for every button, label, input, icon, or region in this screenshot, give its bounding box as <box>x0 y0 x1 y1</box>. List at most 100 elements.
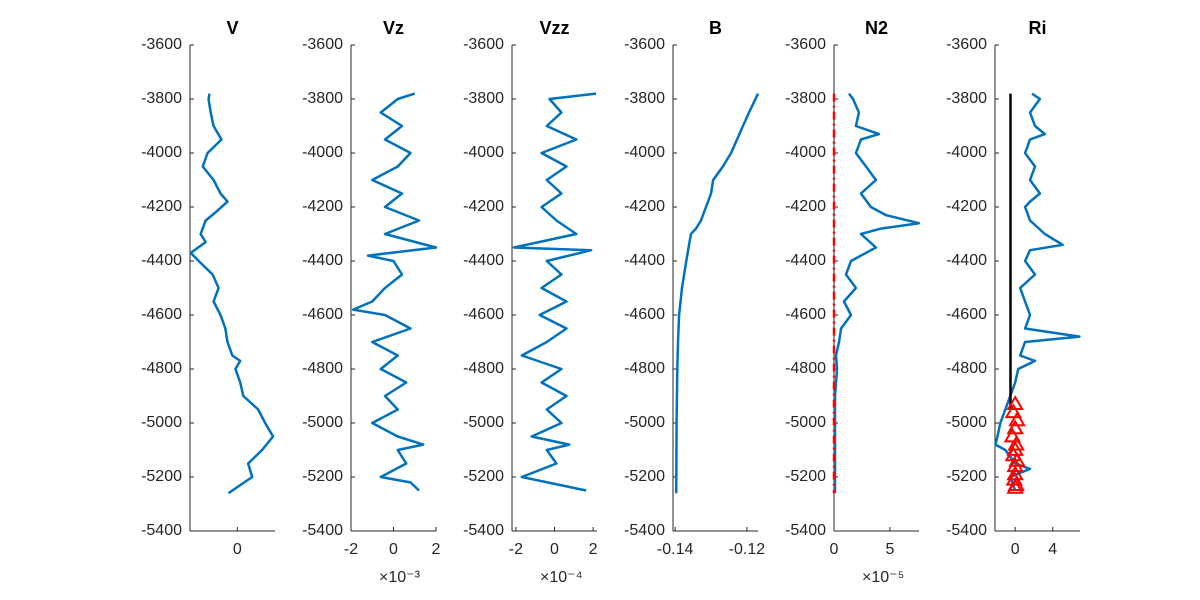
y-tick-label: -3800 <box>302 90 343 107</box>
y-tick-label: -4600 <box>946 306 987 323</box>
y-tick-label: -3600 <box>785 36 826 53</box>
y-tick-label: -5200 <box>463 468 504 485</box>
y-tick-label: -4200 <box>463 198 504 215</box>
y-tick-label: -4200 <box>302 198 343 215</box>
y-tick-label: -5200 <box>624 468 665 485</box>
y-tick-label: -4000 <box>624 144 665 161</box>
x-tick-label: 0 <box>389 541 398 558</box>
y-tick-label: -3600 <box>141 36 182 53</box>
data-marker <box>1005 470 1024 486</box>
y-tick-label: -4000 <box>463 144 504 161</box>
subplot-title: V <box>226 18 238 38</box>
x-exponent: ×10⁻³ <box>379 569 421 586</box>
y-tick-label: -3800 <box>624 90 665 107</box>
y-tick-label: -4800 <box>624 360 665 377</box>
data-line <box>674 93 760 494</box>
y-tick-label: -3600 <box>302 36 343 53</box>
x-tick-label: 2 <box>589 541 598 558</box>
data-marker <box>1006 441 1024 456</box>
y-tick-label: -5000 <box>624 414 665 431</box>
y-tick-label: -5400 <box>785 522 826 539</box>
subplot-title: N2 <box>865 18 888 38</box>
data-line <box>833 92 921 494</box>
data-marker <box>1003 427 1022 443</box>
x-tick-label: -2 <box>509 541 523 558</box>
data-marker <box>1006 478 1024 494</box>
y-tick-label: -4800 <box>463 360 504 377</box>
y-tick-label: -4800 <box>785 360 826 377</box>
y-tick-label: -5400 <box>624 522 665 539</box>
y-tick-label: -5400 <box>946 522 987 539</box>
y-tick-label: -5400 <box>302 522 343 539</box>
subplot-title: B <box>709 18 722 38</box>
x-tick-label: -0.14 <box>657 541 694 558</box>
y-tick-label: -4400 <box>463 252 504 269</box>
y-tick-label: -4200 <box>946 198 987 215</box>
x-tick-label: -2 <box>344 541 358 558</box>
y-tick-label: -5000 <box>141 414 182 431</box>
data-marker <box>1008 451 1026 467</box>
y-tick-label: -4600 <box>302 306 343 323</box>
y-tick-label: -3800 <box>463 90 504 107</box>
y-tick-label: -4000 <box>785 144 826 161</box>
subplot: Vzz -3600 -3800 -4000 -4200 -4400 -4600 -4800 -5… <box>463 18 598 586</box>
subplot-title: Ri <box>1029 18 1047 38</box>
subplot: N2 -3600 -3800 -4000 -4200 -4400 -4600 -4800 -50… <box>785 18 921 586</box>
subplot-title: Vz <box>383 18 404 38</box>
x-tick-label: 0 <box>233 541 242 558</box>
x-tick-label: 5 <box>885 541 894 558</box>
y-tick-label: -4800 <box>302 360 343 377</box>
subplot-title: Vzz <box>539 18 569 38</box>
y-tick-label: -4200 <box>785 198 826 215</box>
y-tick-label: -4000 <box>302 144 343 161</box>
data-line <box>189 93 275 495</box>
subplot: Vz -3600 -3800 -4000 -4200 -4400 -4600 -4800 -50… <box>302 18 440 586</box>
y-tick-label: -4800 <box>141 360 182 377</box>
x-tick-label: 4 <box>1048 541 1057 558</box>
data-marker <box>1006 457 1024 473</box>
y-tick-label: -5200 <box>302 468 343 485</box>
y-tick-label: -3600 <box>624 36 665 53</box>
y-tick-label: -3800 <box>946 90 987 107</box>
data-marker <box>1007 435 1025 451</box>
y-tick-label: -4200 <box>141 198 182 215</box>
x-exponent: ×10⁻⁵ <box>862 569 904 586</box>
subplot: Ri -3600 -3800 -4000 -4200 -4400 -4600 -4800 -50… <box>946 18 1081 558</box>
y-tick-label: -5000 <box>785 414 826 431</box>
y-tick-label: -4600 <box>141 306 182 323</box>
data-marker <box>1004 403 1023 419</box>
x-tick-label: 0 <box>830 541 839 558</box>
y-tick-label: -3800 <box>141 90 182 107</box>
y-tick-label: -4000 <box>141 144 182 161</box>
y-tick-label: -4600 <box>785 306 826 323</box>
x-tick-label: 2 <box>432 541 441 558</box>
y-tick-label: -4400 <box>785 252 826 269</box>
y-tick-label: -4400 <box>946 252 987 269</box>
y-tick-label: -5200 <box>785 468 826 485</box>
y-tick-label: -4400 <box>141 252 182 269</box>
y-tick-label: -4400 <box>302 252 343 269</box>
x-tick-label: 0 <box>550 541 559 558</box>
y-tick-label: -4000 <box>946 144 987 161</box>
x-tick-label: 0 <box>1011 541 1020 558</box>
y-tick-label: -4400 <box>624 252 665 269</box>
y-tick-label: -4200 <box>624 198 665 215</box>
data-line <box>512 92 597 492</box>
y-tick-label: -4800 <box>946 360 987 377</box>
x-tick-label: -0.12 <box>729 541 766 558</box>
data-line <box>351 92 438 492</box>
y-tick-label: -3600 <box>463 36 504 53</box>
y-tick-label: -5400 <box>463 522 504 539</box>
y-tick-label: -5200 <box>946 468 987 485</box>
y-tick-label: -5000 <box>463 414 504 431</box>
subplot: B -3600 -3800 -4000 -4200 -4400 -4600 -4800 -500… <box>624 18 765 558</box>
y-tick-label: -5400 <box>141 522 182 539</box>
y-tick-label: -5000 <box>302 414 343 431</box>
subplot: V -3600 -3800 -4000 -4200 -4400 -4600 -4800 -500… <box>141 18 275 558</box>
y-tick-label: -4600 <box>463 306 504 323</box>
y-tick-label: -5000 <box>946 414 987 431</box>
y-tick-label: -4600 <box>624 306 665 323</box>
x-exponent: ×10⁻⁴ <box>540 569 583 586</box>
y-tick-label: -3800 <box>785 90 826 107</box>
